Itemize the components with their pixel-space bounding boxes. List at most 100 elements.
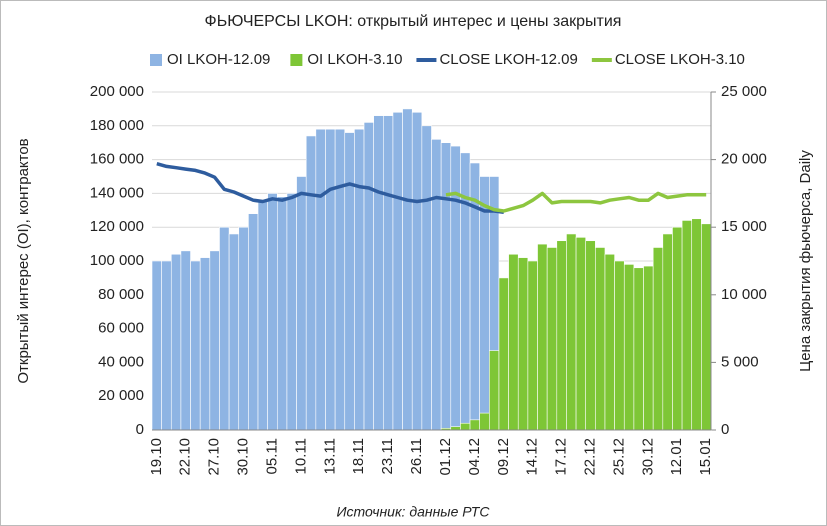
- bar: [315, 128, 326, 431]
- x-tick-label: 23.11: [379, 438, 396, 474]
- bar: [489, 350, 500, 431]
- bar: [546, 247, 558, 431]
- y-tick-label: 140 000: [90, 184, 144, 201]
- legend-label: OI LKOH-12.09: [167, 51, 270, 68]
- x-tick-label: 01.12: [437, 438, 454, 476]
- x-tick-label: 22.10: [177, 438, 194, 476]
- bar: [267, 193, 278, 431]
- bar: [460, 422, 471, 431]
- y-axis-label: Открытый интерес (OI), контрактов: [15, 138, 32, 383]
- bar: [643, 265, 654, 431]
- bar: [662, 233, 673, 431]
- line: [156, 162, 505, 215]
- y2-axis-label: Цена закрытия фьючерса, Daily: [797, 150, 814, 372]
- bar: [450, 426, 461, 431]
- bar: [190, 260, 201, 431]
- x-tick-label: 15.01: [697, 438, 714, 476]
- bar: [305, 135, 317, 431]
- y-tick-label: 180 000: [90, 117, 144, 134]
- x-tick-label: 12.01: [668, 438, 685, 476]
- bar: [325, 128, 336, 431]
- chart-title: ФЬЮЧЕРСЫ LKOH: открытый интерес и цены з…: [205, 13, 622, 30]
- bar: [286, 193, 297, 431]
- bar: [614, 260, 625, 431]
- y-tick-label: 160 000: [90, 151, 144, 168]
- x-tick-label: 27.10: [206, 438, 223, 476]
- bar: [701, 223, 712, 431]
- bar: [672, 226, 683, 431]
- bar: [556, 240, 567, 431]
- y-tick-label: 200 000: [90, 83, 144, 100]
- bar: [691, 218, 702, 431]
- legend: OI LKOH-12.09 OI LKOH-3.10 CLOSE LKOH-12.0…: [150, 51, 745, 68]
- source-note: Источник: данные РТС: [337, 504, 491, 520]
- legend-label: CLOSE LKOH-3.10: [615, 51, 745, 68]
- bar: [363, 122, 374, 431]
- y-tick-label: 120 000: [90, 218, 144, 235]
- bar: [161, 260, 172, 431]
- x-tick-label: 14.12: [524, 438, 541, 476]
- bar: [180, 250, 191, 431]
- bar: [373, 115, 384, 431]
- x-tick-label: 05.11: [263, 438, 280, 474]
- bar: [257, 199, 268, 431]
- bar: [479, 412, 490, 431]
- bar: [151, 260, 162, 431]
- bar: [344, 132, 355, 431]
- bar: [681, 220, 693, 431]
- legend-label: CLOSE LKOH-12.09: [439, 51, 577, 68]
- bar: [170, 253, 182, 431]
- legend-swatch: [290, 54, 303, 66]
- bar: [633, 267, 644, 431]
- y-tick-label: 0: [136, 421, 144, 438]
- x-tick-label: 26.11: [408, 438, 425, 474]
- x-tick-label: 22.12: [581, 438, 598, 476]
- bar: [585, 240, 596, 431]
- x-tick-label: 30.12: [639, 438, 656, 476]
- legend-swatch: [150, 54, 162, 66]
- y-tick-label: 80 000: [98, 286, 144, 303]
- bar: [440, 142, 452, 431]
- bar: [248, 213, 259, 431]
- y2-tick-label: 20 000: [721, 151, 767, 168]
- bar: [566, 233, 577, 431]
- bar: [479, 176, 490, 431]
- y-tick-label: 60 000: [98, 320, 144, 337]
- bar: [199, 257, 211, 431]
- bar: [431, 139, 442, 431]
- line: [445, 191, 707, 213]
- bar: [623, 264, 635, 431]
- x-tick-label: 18.11: [350, 438, 367, 474]
- bar: [334, 128, 346, 431]
- bar: [383, 115, 394, 431]
- y2-tick-label: 5 000: [721, 353, 759, 370]
- bar: [392, 111, 403, 431]
- bar: [450, 145, 461, 431]
- y2-tick-label: 25 000: [721, 83, 767, 100]
- bar: [652, 247, 664, 431]
- bar: [575, 237, 587, 431]
- bar: [276, 196, 288, 431]
- y-tick-label: 40 000: [98, 353, 144, 370]
- bar: [354, 128, 365, 431]
- bar: [469, 419, 480, 431]
- x-tick-label: 13.11: [321, 438, 338, 474]
- bar: [527, 260, 538, 431]
- bar: [228, 233, 240, 431]
- x-tick-label: 30.10: [235, 438, 252, 476]
- y2-tick-label: 15 000: [721, 218, 767, 235]
- bar: [595, 247, 606, 431]
- bar: [411, 111, 423, 431]
- bar: [508, 253, 519, 431]
- y-tick-label: 100 000: [90, 252, 144, 269]
- bar: [517, 257, 529, 431]
- bar: [296, 176, 307, 431]
- x-tick-label: 09.12: [495, 438, 512, 476]
- y2-tick-label: 10 000: [721, 286, 767, 303]
- bar: [238, 226, 249, 431]
- x-tick-label: 19.10: [148, 438, 165, 476]
- bar: [219, 226, 230, 431]
- bar: [209, 250, 220, 431]
- bar: [604, 253, 615, 431]
